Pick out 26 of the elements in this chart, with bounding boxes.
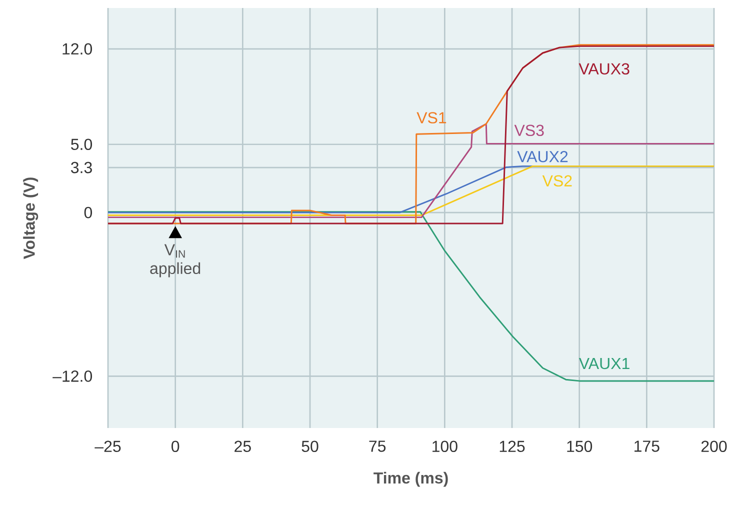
x-tick-label: 25 [234, 440, 251, 452]
y-tick-label: 12.0 [62, 43, 92, 55]
y-tick-label: –12.0 [52, 370, 92, 382]
series-label: VAUX3 [578, 63, 630, 75]
x-tick-label: 100 [432, 440, 458, 452]
x-axis-title: Time (ms) [374, 472, 448, 487]
y-tick-label: 5.0 [71, 138, 92, 150]
y-tick-label: 3.3 [70, 162, 92, 174]
x-tick-label: 125 [500, 440, 525, 452]
line-series [107, 123, 715, 218]
series-label: VAUX1 [578, 358, 630, 370]
x-tick-label: 150 [567, 440, 592, 452]
x-tick-label: 50 [302, 440, 318, 452]
x-tick-label: 175 [634, 440, 660, 452]
y-tick-label: 0 [84, 206, 92, 218]
x-tick-label: –25 [94, 440, 121, 452]
x-tick-label: 0 [172, 440, 180, 452]
y-axis-title: Voltage (V) [23, 178, 38, 260]
annotation: V$_{IN}$ applied [150, 244, 200, 278]
series-label: VS3 [514, 124, 544, 136]
series-label: VS2 [542, 175, 572, 187]
series-label: VS1 [416, 112, 446, 124]
line-series [107, 211, 715, 382]
x-tick-label: 200 [701, 440, 727, 452]
x-tick-label: 75 [369, 440, 386, 452]
series-label: VAUX2 [517, 150, 568, 162]
